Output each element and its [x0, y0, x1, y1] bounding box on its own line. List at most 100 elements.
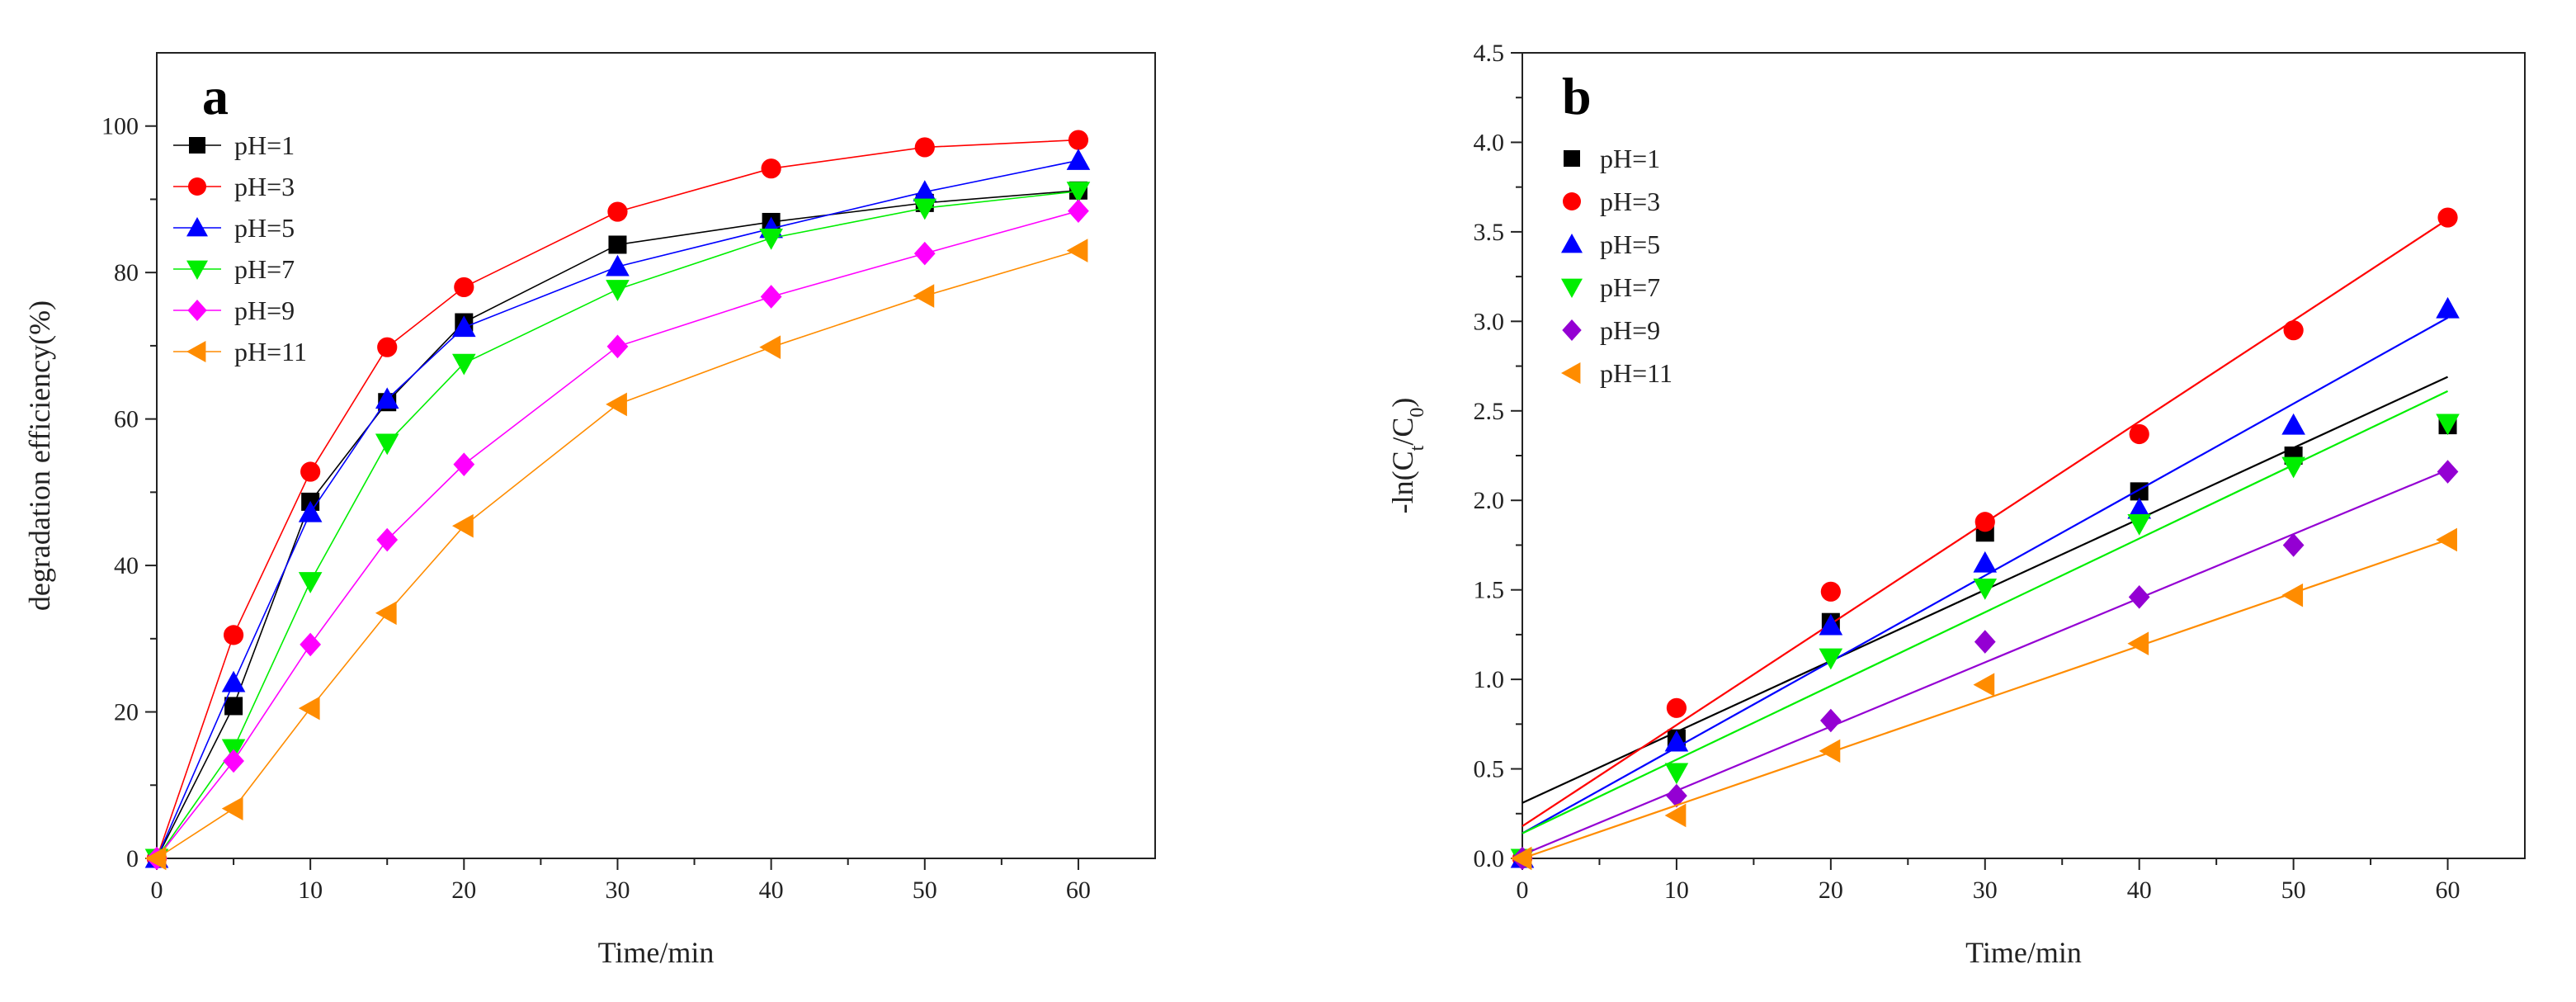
data-point: [298, 500, 323, 522]
data-point: [452, 513, 474, 538]
legend-label: pH=5: [234, 213, 295, 243]
data-point: [913, 284, 935, 308]
y-axis-title: -ln(Ct/C0): [1386, 398, 1428, 514]
y-tick-label: 0.0: [1474, 845, 1505, 872]
x-tick-label: 30: [605, 877, 630, 904]
data-point: [2436, 527, 2457, 552]
data-point: [2281, 456, 2305, 479]
legend-entry: pH=9: [1562, 315, 1660, 345]
legend-entry: pH=7: [1561, 272, 1660, 302]
y-tick-label: 0: [126, 845, 139, 872]
data-point: [608, 235, 627, 254]
y-tick-label: 3.5: [1474, 219, 1505, 246]
data-point: [375, 387, 399, 409]
data-point: [1664, 730, 1689, 752]
data-point: [298, 572, 323, 593]
data-point: [375, 601, 397, 626]
legend-entry: pH=1: [1564, 144, 1660, 173]
y-tick-label: 1.0: [1474, 666, 1505, 693]
y-tick-label: 40: [114, 552, 139, 579]
x-axis-title: Time/min: [598, 936, 715, 969]
legend-label: pH=11: [1600, 358, 1673, 388]
y-tick-label: 0.5: [1474, 756, 1505, 783]
data-point: [144, 846, 167, 871]
y-axis-title-part: ): [1386, 398, 1419, 408]
data-point: [2127, 513, 2151, 536]
data-point: [2281, 583, 2304, 607]
x-axis-title: Time/min: [1965, 936, 2082, 969]
data-point: [1819, 739, 1841, 763]
series-pH=7: [1510, 390, 2460, 871]
legend-entry: pH=3: [173, 172, 295, 201]
y-tick-label: 4.5: [1474, 40, 1505, 67]
data-point: [2437, 460, 2459, 484]
y-axis-title-subscript: 0: [1407, 408, 1428, 418]
plot-frame: [156, 52, 1156, 859]
y-tick-label: 20: [114, 699, 139, 726]
data-point: [1973, 579, 1998, 600]
data-point: [1666, 697, 1687, 718]
legend-label: pH=1: [1600, 144, 1660, 173]
legend-entry: pH=5: [1561, 229, 1660, 259]
legend-marker: [1564, 150, 1580, 167]
y-tick-label: 1.5: [1474, 577, 1505, 604]
data-point: [1819, 613, 1843, 636]
legend-entry: pH=1: [173, 130, 295, 160]
legend-entry: pH=11: [173, 337, 307, 366]
data-point: [2281, 413, 2305, 435]
x-tick-label: 10: [1664, 877, 1689, 904]
legend-label: pH=3: [234, 172, 295, 201]
data-point: [452, 353, 476, 376]
data-point: [375, 433, 399, 456]
data-point: [221, 796, 243, 820]
y-axis-title-part: /C: [1386, 418, 1419, 446]
data-point: [1666, 783, 1687, 808]
legend-label: pH=9: [1600, 315, 1660, 345]
legend-marker: [189, 137, 205, 154]
data-point: [760, 285, 782, 309]
data-point: [2128, 585, 2150, 609]
series-pH=7: [144, 182, 1091, 871]
legend-label: pH=5: [1600, 229, 1660, 259]
data-point: [1664, 803, 1687, 828]
data-point: [453, 452, 475, 476]
x-tick-label: 40: [2127, 877, 2152, 904]
data-point: [2436, 414, 2460, 436]
data-point: [1973, 673, 1995, 697]
data-point: [2129, 423, 2149, 445]
y-tick-label: 80: [114, 259, 139, 286]
x-tick-label: 50: [2281, 877, 2306, 904]
data-point: [2283, 320, 2304, 341]
data-point: [298, 696, 320, 721]
data-point: [607, 201, 628, 222]
data-point: [1066, 149, 1091, 170]
series-pH=11: [144, 239, 1088, 871]
data-point: [606, 334, 629, 359]
data-point: [2127, 497, 2151, 519]
legend-label: pH=9: [234, 295, 295, 325]
data-point: [1066, 182, 1091, 203]
data-point: [1664, 763, 1689, 785]
data-point: [1068, 130, 1089, 150]
legend-marker: [187, 300, 207, 321]
legend-label: pH=7: [234, 254, 295, 284]
x-tick-label: 0: [1517, 877, 1529, 904]
legend-entry: pH=9: [173, 295, 295, 325]
y-axis-title-subscript: t: [1407, 445, 1428, 451]
series-pH=9: [146, 199, 1089, 871]
legend-marker: [1562, 319, 1582, 341]
legend-marker: [186, 217, 208, 237]
data-point: [1973, 551, 1998, 573]
legend-marker: [186, 260, 208, 280]
data-point: [1510, 846, 1532, 871]
data-point: [376, 527, 399, 552]
data-point: [759, 335, 781, 359]
legend-label: pH=7: [1600, 272, 1660, 302]
data-point: [224, 697, 243, 716]
x-tick-label: 60: [1066, 877, 1091, 904]
data-point: [913, 241, 936, 266]
x-tick-label: 40: [759, 877, 784, 904]
data-point: [1819, 648, 1843, 670]
series-pH=11: [1510, 527, 2457, 871]
